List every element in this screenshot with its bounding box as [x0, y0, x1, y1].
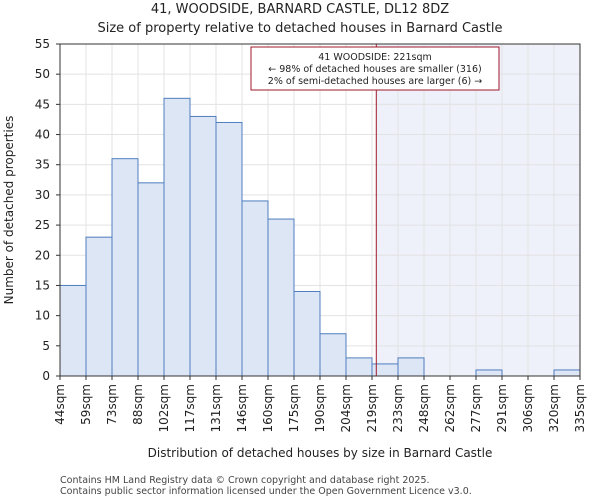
- chart-title: 41, WOODSIDE, BARNARD CASTLE, DL12 8DZ: [151, 2, 449, 17]
- y-tick-label: 30: [35, 188, 50, 202]
- bar: [111, 158, 139, 377]
- bar: [189, 115, 217, 377]
- x-tick-label: 102sqm: [157, 384, 171, 432]
- y-tick-labels: 0 5 10 15 20 25 30 35 40 45 50 55: [35, 37, 60, 383]
- x-tick-label: 320sqm: [547, 384, 561, 432]
- x-tick-label: 335sqm: [573, 384, 587, 432]
- annotation-smaller: ← 98% of detached houses are smaller (31…: [268, 64, 481, 75]
- annotation-frame: [250, 46, 500, 91]
- annotation-box: 41 WOODSIDE: 221sqm ← 98% of detached ho…: [250, 46, 500, 91]
- y-tick-label: 0: [42, 369, 50, 383]
- x-tick-label: 248sqm: [417, 384, 431, 432]
- bar: [345, 357, 373, 377]
- x-tick-label: 175sqm: [287, 384, 301, 432]
- y-tick-label: 45: [35, 97, 50, 111]
- x-tick-label: 160sqm: [261, 384, 275, 432]
- x-tick-label: 204sqm: [339, 384, 353, 432]
- bar: [319, 333, 347, 377]
- x-tick-labels: 44sqm 59sqm 73sqm 88sqm 102sqm 117sqm 131sqm 14…: [53, 376, 587, 432]
- x-tick-label: 73sqm: [105, 384, 119, 425]
- x-tick-label: 306sqm: [521, 384, 535, 432]
- footer-licence: Contains public sector information licen…: [60, 486, 472, 497]
- x-tick-label: 233sqm: [391, 384, 405, 432]
- x-tick-label: 190sqm: [313, 384, 327, 432]
- y-tick-label: 40: [35, 128, 50, 142]
- bar: [59, 284, 87, 377]
- bars: [59, 97, 581, 377]
- bar: [553, 369, 581, 377]
- annotation-title: 41 WOODSIDE: 221sqm: [318, 52, 432, 63]
- bar: [293, 290, 321, 377]
- x-axis-label: Distribution of detached houses by size …: [148, 446, 493, 460]
- x-tick-label: 262sqm: [443, 384, 457, 432]
- y-tick-label: 20: [35, 248, 50, 262]
- x-tick-label: 277sqm: [469, 384, 483, 432]
- x-tick-label: 44sqm: [53, 384, 67, 425]
- y-tick-label: 10: [35, 309, 50, 323]
- y-tick-label: 50: [35, 67, 50, 81]
- bar: [241, 200, 269, 377]
- bar: [215, 121, 243, 377]
- larger-region-shade: [376, 44, 580, 376]
- annotation-larger: 2% of semi-detached houses are larger (6…: [268, 76, 482, 87]
- y-tick-label: 35: [35, 158, 50, 172]
- bar: [475, 369, 503, 377]
- chart-subtitle: Size of property relative to detached ho…: [97, 21, 502, 36]
- y-tick-label: 15: [35, 278, 50, 292]
- footer-copyright: Contains HM Land Registry data © Crown c…: [60, 475, 430, 486]
- x-tick-label: 117sqm: [183, 384, 197, 432]
- plot-area: [376, 44, 580, 376]
- bar: [85, 236, 113, 377]
- bar: [397, 357, 425, 377]
- bar: [163, 97, 191, 377]
- x-tick-label: 59sqm: [79, 384, 93, 425]
- x-tick-label: 131sqm: [209, 384, 223, 432]
- x-tick-label: 88sqm: [131, 384, 145, 425]
- x-tick-label: 219sqm: [365, 384, 379, 432]
- bar: [137, 182, 165, 377]
- x-tick-label: 291sqm: [495, 384, 509, 432]
- y-tick-label: 55: [35, 37, 50, 51]
- y-tick-label: 25: [35, 218, 50, 232]
- bar: [267, 218, 295, 377]
- y-tick-label: 5: [42, 339, 50, 353]
- x-tick-label: 146sqm: [235, 384, 249, 432]
- y-axis-label: Number of detached properties: [2, 116, 16, 305]
